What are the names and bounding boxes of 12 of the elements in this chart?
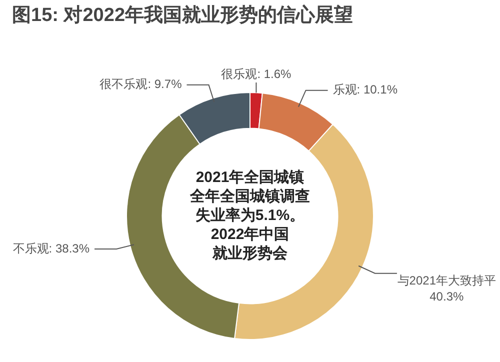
slice-label: 与2021年大致持平 (397, 274, 496, 288)
text: 失业率为5.1%。 (195, 206, 305, 224)
chart-title: 图15: 对2022年我国就业形势的信心展望 (12, 4, 354, 26)
text: 2021年全国城镇 (196, 169, 304, 186)
data-label: 40.3% (430, 290, 464, 304)
text: 就业形势会 (212, 245, 288, 262)
slice-label: 很不乐观: 9.7% (100, 77, 182, 92)
slice-label: 乐观: 10.1% (332, 82, 398, 97)
text: 全年全国城镇调查 (189, 188, 310, 206)
text: 2022年中国 (210, 226, 290, 244)
slice-label: 很乐观: 1.6% (221, 66, 292, 81)
slice-label: 不乐观: 38.3% (12, 241, 90, 256)
